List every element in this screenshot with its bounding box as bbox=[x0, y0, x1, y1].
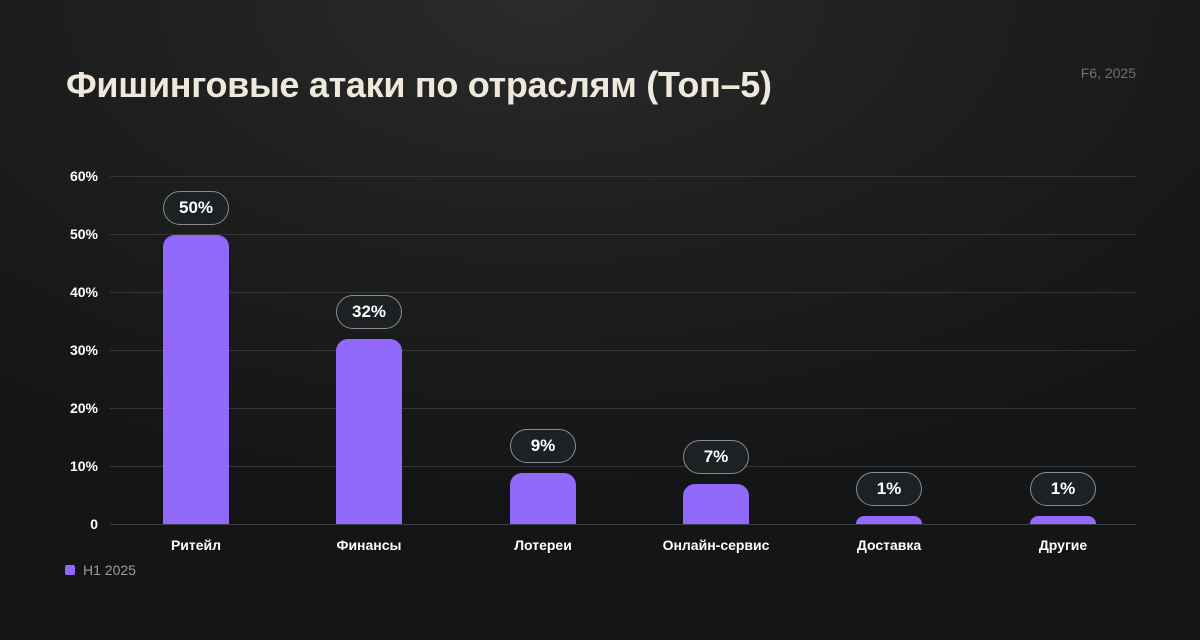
x-axis-category-label: Онлайн-сервис bbox=[662, 537, 770, 553]
gridline bbox=[110, 466, 1136, 467]
y-axis-tick-label: 50% bbox=[69, 226, 98, 242]
gridline bbox=[110, 292, 1136, 293]
source-label: F6, 2025 bbox=[1080, 65, 1136, 81]
chart-title: Фишинговые атаки по отраслям (Топ–5) bbox=[66, 64, 772, 105]
data-label-badge: 9% bbox=[510, 429, 576, 463]
gridline bbox=[110, 234, 1136, 235]
data-label-badge: 32% bbox=[336, 295, 402, 329]
x-axis-category-label: Ритейл bbox=[170, 537, 222, 553]
y-axis-tick-label: 10% bbox=[69, 458, 98, 474]
legend: H1 2025 bbox=[65, 562, 136, 578]
y-axis-tick-label: 20% bbox=[69, 400, 98, 416]
x-axis-category-label: Финансы bbox=[336, 537, 402, 553]
data-label-badge: 1% bbox=[1030, 472, 1096, 506]
x-axis-category-label: Другие bbox=[1038, 537, 1088, 553]
y-axis-tick-label: 0 bbox=[90, 516, 98, 532]
gridline bbox=[110, 408, 1136, 409]
bar bbox=[856, 516, 922, 524]
x-axis-category-label: Доставка bbox=[856, 537, 922, 553]
legend-label: H1 2025 bbox=[83, 562, 136, 578]
gridline bbox=[110, 176, 1136, 177]
y-axis-tick-label: 30% bbox=[69, 342, 98, 358]
y-axis-tick-label: 40% bbox=[69, 284, 98, 300]
x-axis-category-label: Лотереи bbox=[514, 537, 572, 553]
bar bbox=[336, 339, 402, 524]
bar bbox=[163, 235, 229, 524]
y-axis-tick-label: 60% bbox=[69, 168, 98, 184]
data-label-badge: 7% bbox=[683, 440, 749, 474]
bar bbox=[1030, 516, 1096, 524]
bar bbox=[510, 473, 576, 524]
gridline bbox=[110, 524, 1136, 525]
bar bbox=[683, 484, 749, 524]
legend-swatch-icon bbox=[65, 565, 75, 575]
gridline bbox=[110, 350, 1136, 351]
data-label-badge: 1% bbox=[856, 472, 922, 506]
data-label-badge: 50% bbox=[163, 191, 229, 225]
